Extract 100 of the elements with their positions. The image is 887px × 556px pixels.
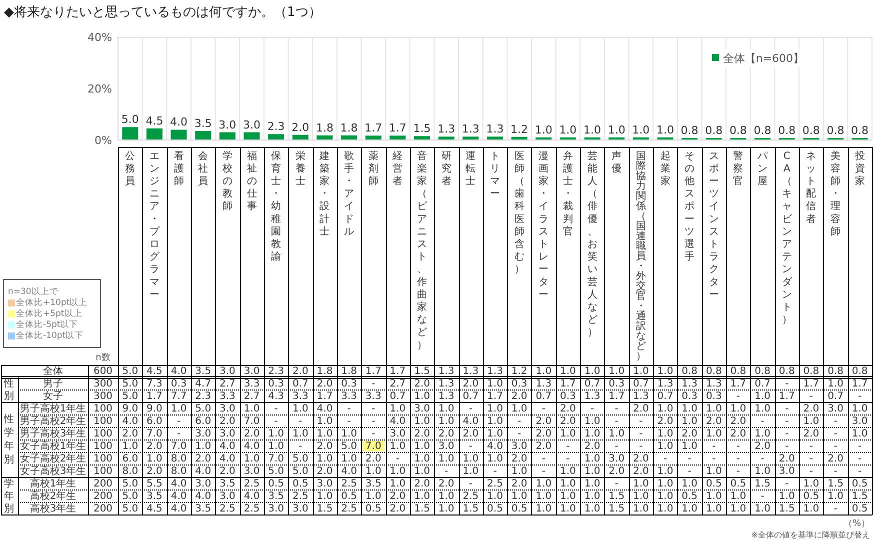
y-tick-label: 全体 — [43, 364, 63, 377]
data-label: 1.0 — [560, 503, 576, 514]
data-label: 1.0 — [584, 478, 600, 490]
data-label: 2.0 — [292, 366, 308, 377]
legend-title: n=30以上で — [8, 286, 60, 297]
y-tick-label: 女子高校1年生 — [20, 440, 86, 452]
legend-label: 全体【n=600】 — [722, 52, 804, 65]
text: - — [468, 440, 472, 452]
x-tick-label: 投資家 — [854, 150, 865, 187]
data-label: 1.0 — [365, 490, 382, 502]
data-label: 2.0 — [316, 466, 333, 477]
data-label: 1.0 — [487, 490, 503, 502]
data-label: 1.3 — [438, 378, 454, 390]
data-label: 2.0 — [462, 378, 479, 390]
data-label: 3.0 — [852, 416, 868, 427]
data-label: 5.0 — [341, 440, 358, 452]
text: 性別 — [3, 377, 14, 402]
data-label: 1.0 — [511, 403, 528, 414]
data-label: 1.0 — [754, 466, 770, 477]
data-label: 5.0 — [122, 490, 138, 502]
data-label: 6.0 — [122, 453, 138, 464]
data-label: 1.8 — [316, 121, 334, 134]
data-label: 0.5 — [365, 503, 382, 514]
data-label: 1.0 — [414, 390, 430, 402]
data-label: 2.0 — [536, 416, 552, 427]
data-label: 2.5 — [487, 478, 503, 490]
data-label: 1.0 — [682, 503, 698, 514]
data-label: 1.0 — [682, 403, 698, 414]
data-label: 1.0 — [292, 403, 308, 414]
data-label: 8.0 — [170, 453, 187, 464]
text: - — [785, 378, 789, 390]
data-label: 2.0 — [754, 440, 770, 452]
data-label: 0.5 — [730, 478, 746, 490]
bar — [414, 136, 430, 140]
data-label: 0.5 — [852, 503, 868, 514]
data-label: 1.0 — [438, 490, 454, 502]
data-label: 1.0 — [146, 453, 162, 464]
data-label: 4.0 — [220, 453, 236, 464]
data-label: 1.0 — [754, 390, 770, 402]
data-label: 1.0 — [316, 490, 333, 502]
bar — [438, 136, 454, 140]
data-label: 0.5 — [511, 503, 528, 514]
data-label: 1.0 — [487, 453, 503, 464]
y-tick-label: 高校1年生 — [30, 477, 76, 490]
data-label: 1.0 — [292, 428, 308, 440]
text: - — [688, 453, 692, 464]
text: - — [518, 428, 522, 440]
text: - — [639, 428, 643, 440]
data-label: 1.0 — [438, 403, 454, 414]
data-label: 1.3 — [536, 378, 552, 390]
data-label: 4.0 — [170, 478, 187, 490]
data-label: 4.5 — [146, 503, 162, 514]
text: - — [347, 416, 351, 427]
data-label: 3.0 — [828, 403, 844, 414]
data-label: 1.5 — [828, 478, 844, 490]
data-label: 2.7 — [244, 390, 260, 402]
data-label: 4.0 — [244, 440, 260, 452]
data-label: 9.0 — [122, 403, 138, 414]
data-label: 1.0 — [682, 440, 698, 452]
text: - — [372, 378, 376, 390]
data-label: 1.0 — [584, 490, 600, 502]
category-label: 芸能人（俳優、お笑い芸人など） — [587, 150, 598, 338]
data-label: 2.0 — [584, 440, 600, 452]
data-label: 5.0 — [195, 403, 212, 414]
data-label: 2.0 — [220, 416, 236, 427]
y-tick-label: 女子高校3年生 — [20, 464, 86, 477]
data-label: 0.8 — [852, 366, 868, 377]
text: 学年別 — [4, 477, 14, 514]
data-label: 3.0 — [268, 503, 284, 514]
data-label: 1.0 — [560, 366, 576, 377]
data-label: 7.0 — [244, 416, 260, 427]
data-label: 1.2 — [510, 122, 528, 136]
data-label: 1.0 — [536, 366, 552, 377]
data-label: 1.3 — [462, 122, 480, 136]
data-label: 1.3 — [632, 390, 649, 402]
data-label: 1.8 — [341, 366, 358, 377]
x-tick-label: 看護師 — [174, 150, 184, 187]
x-tick-label: 学校の教師 — [221, 150, 232, 212]
data-label: 0.3 — [268, 378, 284, 390]
data-label: 5.5 — [146, 478, 162, 490]
data-label: 1.0 — [584, 428, 600, 440]
y-tick-label: 女子高校2年生 — [20, 452, 86, 464]
data-label: 1.7 — [803, 378, 820, 390]
text: - — [858, 390, 862, 402]
data-label: 5.0 — [292, 466, 308, 477]
data-label: 1.0 — [803, 503, 820, 514]
data-label: 1.0 — [657, 490, 674, 502]
data-label: 7.0 — [146, 428, 162, 440]
data-label: 1.0 — [632, 478, 649, 490]
bar — [195, 130, 212, 140]
x-tick-label: 警察官 — [733, 150, 744, 187]
data-label: 1.0 — [414, 466, 430, 477]
data-label: 8.0 — [170, 466, 187, 477]
data-label: 2.5 — [341, 478, 358, 490]
data-label: 2.0 — [195, 453, 212, 464]
y-tick-label: 20% — [88, 82, 112, 96]
data-label: 1.0 — [706, 403, 722, 414]
text: - — [809, 390, 813, 402]
data-label: 0.3 — [608, 378, 625, 390]
data-label: 1.0 — [803, 478, 820, 490]
